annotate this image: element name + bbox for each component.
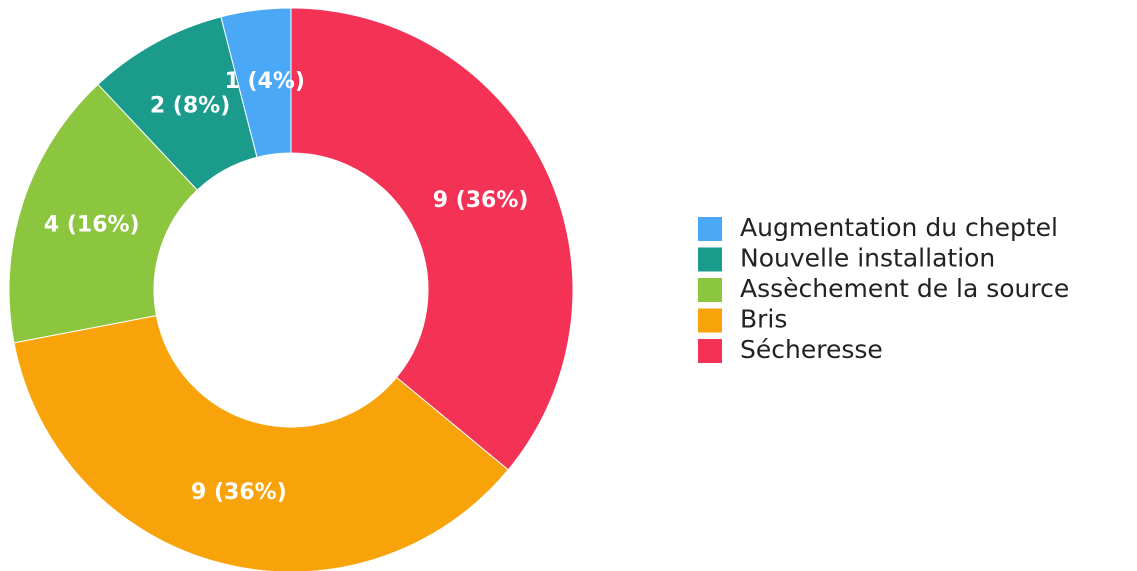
- slice: [8, 83, 198, 344]
- legend-label: Bris: [740, 305, 787, 334]
- legend-swatch: [698, 217, 722, 241]
- value-label: 1 (4%): [225, 69, 305, 94]
- value-label: 4 (16%): [44, 212, 140, 237]
- legend-label: Nouvelle installation: [740, 244, 995, 273]
- legend-label: Assèchement de la source: [740, 274, 1069, 303]
- legend-swatch: [698, 247, 722, 272]
- value-label: 9 (36%): [433, 188, 529, 213]
- value-label: 9 (36%): [191, 480, 287, 505]
- legend-label: Sécheresse: [740, 335, 883, 364]
- legend-label: Augmentation du cheptel: [740, 213, 1058, 242]
- legend-swatch: [698, 339, 722, 363]
- legend-swatch: [698, 278, 722, 302]
- slice: [13, 315, 509, 571]
- legend-swatch: [698, 308, 722, 333]
- value-label: 2 (8%): [150, 93, 230, 118]
- slice: [290, 7, 574, 471]
